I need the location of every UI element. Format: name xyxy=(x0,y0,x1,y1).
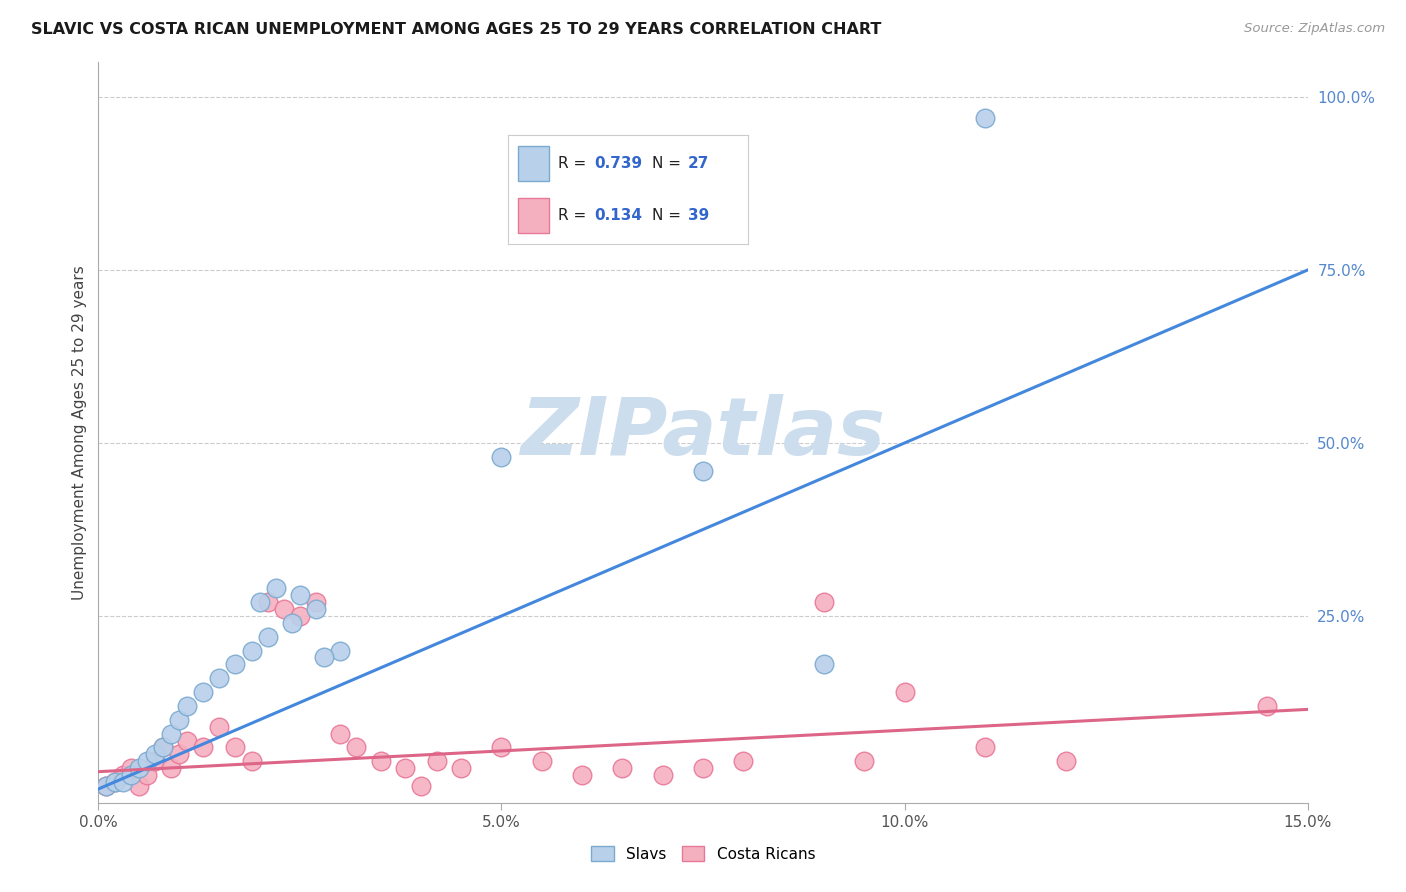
Point xyxy=(176,698,198,713)
Text: 27: 27 xyxy=(688,155,709,170)
Point xyxy=(305,602,328,616)
Point xyxy=(167,713,190,727)
Point xyxy=(103,775,125,789)
Point xyxy=(111,775,134,789)
Point xyxy=(612,761,634,775)
Point xyxy=(224,657,246,672)
Text: R =: R = xyxy=(558,209,592,223)
Point xyxy=(273,602,295,616)
Point xyxy=(692,464,714,478)
Text: R =: R = xyxy=(558,155,592,170)
Point xyxy=(128,761,150,775)
Point xyxy=(409,779,432,793)
Point xyxy=(264,582,287,596)
Point xyxy=(256,630,278,644)
Point xyxy=(305,595,328,609)
Point xyxy=(288,588,311,602)
Point xyxy=(152,740,174,755)
Point xyxy=(167,747,190,762)
Point xyxy=(394,761,416,775)
Bar xyxy=(517,198,548,234)
Legend: Slavs, Costa Ricans: Slavs, Costa Ricans xyxy=(591,846,815,862)
Point xyxy=(450,761,472,775)
Point xyxy=(370,754,392,768)
Point xyxy=(288,609,311,624)
Point xyxy=(193,740,215,755)
Point xyxy=(974,740,997,755)
Point xyxy=(143,747,166,762)
Point xyxy=(224,740,246,755)
Point xyxy=(240,754,263,768)
Point xyxy=(571,768,593,782)
Point xyxy=(813,657,835,672)
Point xyxy=(120,761,142,775)
Point xyxy=(1256,698,1278,713)
Text: SLAVIC VS COSTA RICAN UNEMPLOYMENT AMONG AGES 25 TO 29 YEARS CORRELATION CHART: SLAVIC VS COSTA RICAN UNEMPLOYMENT AMONG… xyxy=(31,22,882,37)
Point xyxy=(314,650,336,665)
Point xyxy=(128,779,150,793)
Point xyxy=(329,643,352,657)
Point xyxy=(103,775,125,789)
Point xyxy=(96,779,118,793)
Point xyxy=(152,740,174,755)
Text: ZIPatlas: ZIPatlas xyxy=(520,393,886,472)
Point xyxy=(491,450,513,464)
Point xyxy=(160,726,183,740)
Point xyxy=(208,671,231,685)
Point xyxy=(651,768,673,782)
Point xyxy=(344,740,367,755)
Point xyxy=(893,685,915,699)
Point xyxy=(1054,754,1077,768)
Point xyxy=(733,754,755,768)
Point xyxy=(135,754,157,768)
Text: N =: N = xyxy=(652,209,686,223)
Y-axis label: Unemployment Among Ages 25 to 29 years: Unemployment Among Ages 25 to 29 years xyxy=(72,265,87,600)
Text: 0.134: 0.134 xyxy=(595,209,643,223)
Point xyxy=(813,595,835,609)
Point xyxy=(491,740,513,755)
Point xyxy=(853,754,876,768)
Point xyxy=(111,768,134,782)
Point xyxy=(96,779,118,793)
Point xyxy=(329,726,352,740)
Point xyxy=(256,595,278,609)
Text: 39: 39 xyxy=(688,209,709,223)
Point xyxy=(426,754,449,768)
Point xyxy=(135,768,157,782)
Text: N =: N = xyxy=(652,155,686,170)
Point xyxy=(249,595,271,609)
Point xyxy=(160,761,183,775)
Point xyxy=(692,761,714,775)
Point xyxy=(240,643,263,657)
Text: Source: ZipAtlas.com: Source: ZipAtlas.com xyxy=(1244,22,1385,36)
Point xyxy=(530,754,553,768)
Point xyxy=(193,685,215,699)
Point xyxy=(143,754,166,768)
Bar xyxy=(517,145,548,181)
Point xyxy=(176,733,198,747)
Point xyxy=(281,615,304,630)
Point xyxy=(120,768,142,782)
Point xyxy=(974,111,997,125)
Text: 0.739: 0.739 xyxy=(595,155,643,170)
Point xyxy=(208,720,231,734)
